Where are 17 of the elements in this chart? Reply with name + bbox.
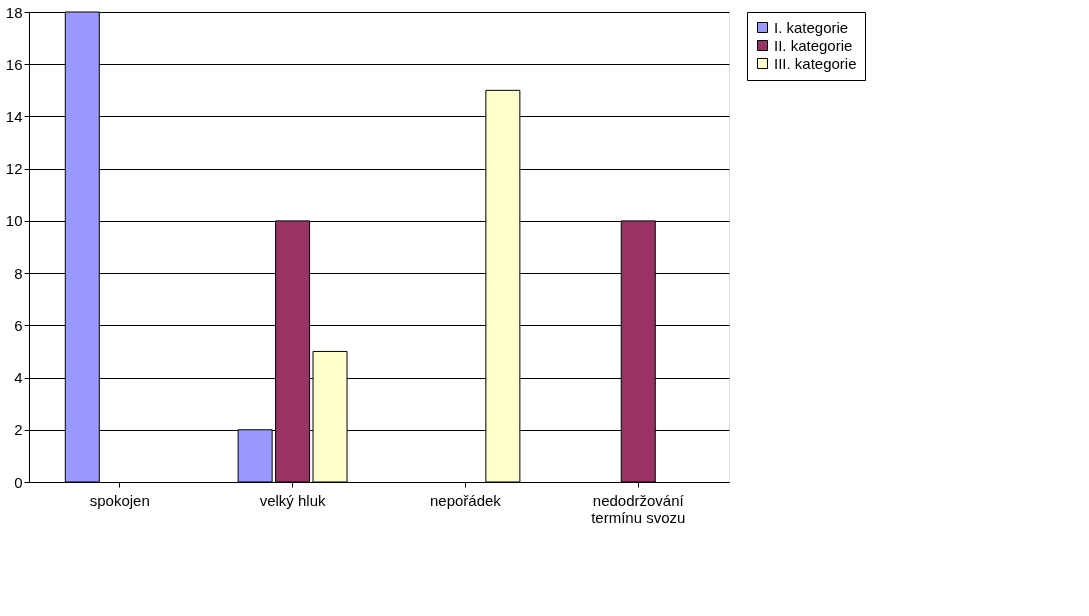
x-tick-label: nepořádek: [429, 491, 502, 509]
y-tick-label: 12: [5, 160, 23, 178]
legend-label: I. kategorie: [774, 18, 849, 36]
y-tick-label: 0: [14, 473, 23, 491]
y-tick-label: 2: [14, 421, 23, 439]
y-tick-label: 10: [5, 212, 23, 230]
y-tick-label: 6: [14, 316, 23, 334]
y-tick-label: 8: [14, 264, 23, 282]
y-tick-label: 18: [5, 3, 23, 21]
x-tick-label: nedodržování termínu svozu: [591, 491, 686, 526]
x-tick-label: velký hluk: [259, 491, 327, 509]
y-tick-label: 4: [14, 369, 23, 387]
legend-label: II. kategorie: [774, 36, 853, 54]
x-tick-label: spokojen: [89, 491, 150, 509]
legend-label: III. kategorie: [774, 54, 857, 72]
y-tick-label: 14: [5, 107, 23, 125]
y-tick-label: 16: [5, 55, 23, 73]
